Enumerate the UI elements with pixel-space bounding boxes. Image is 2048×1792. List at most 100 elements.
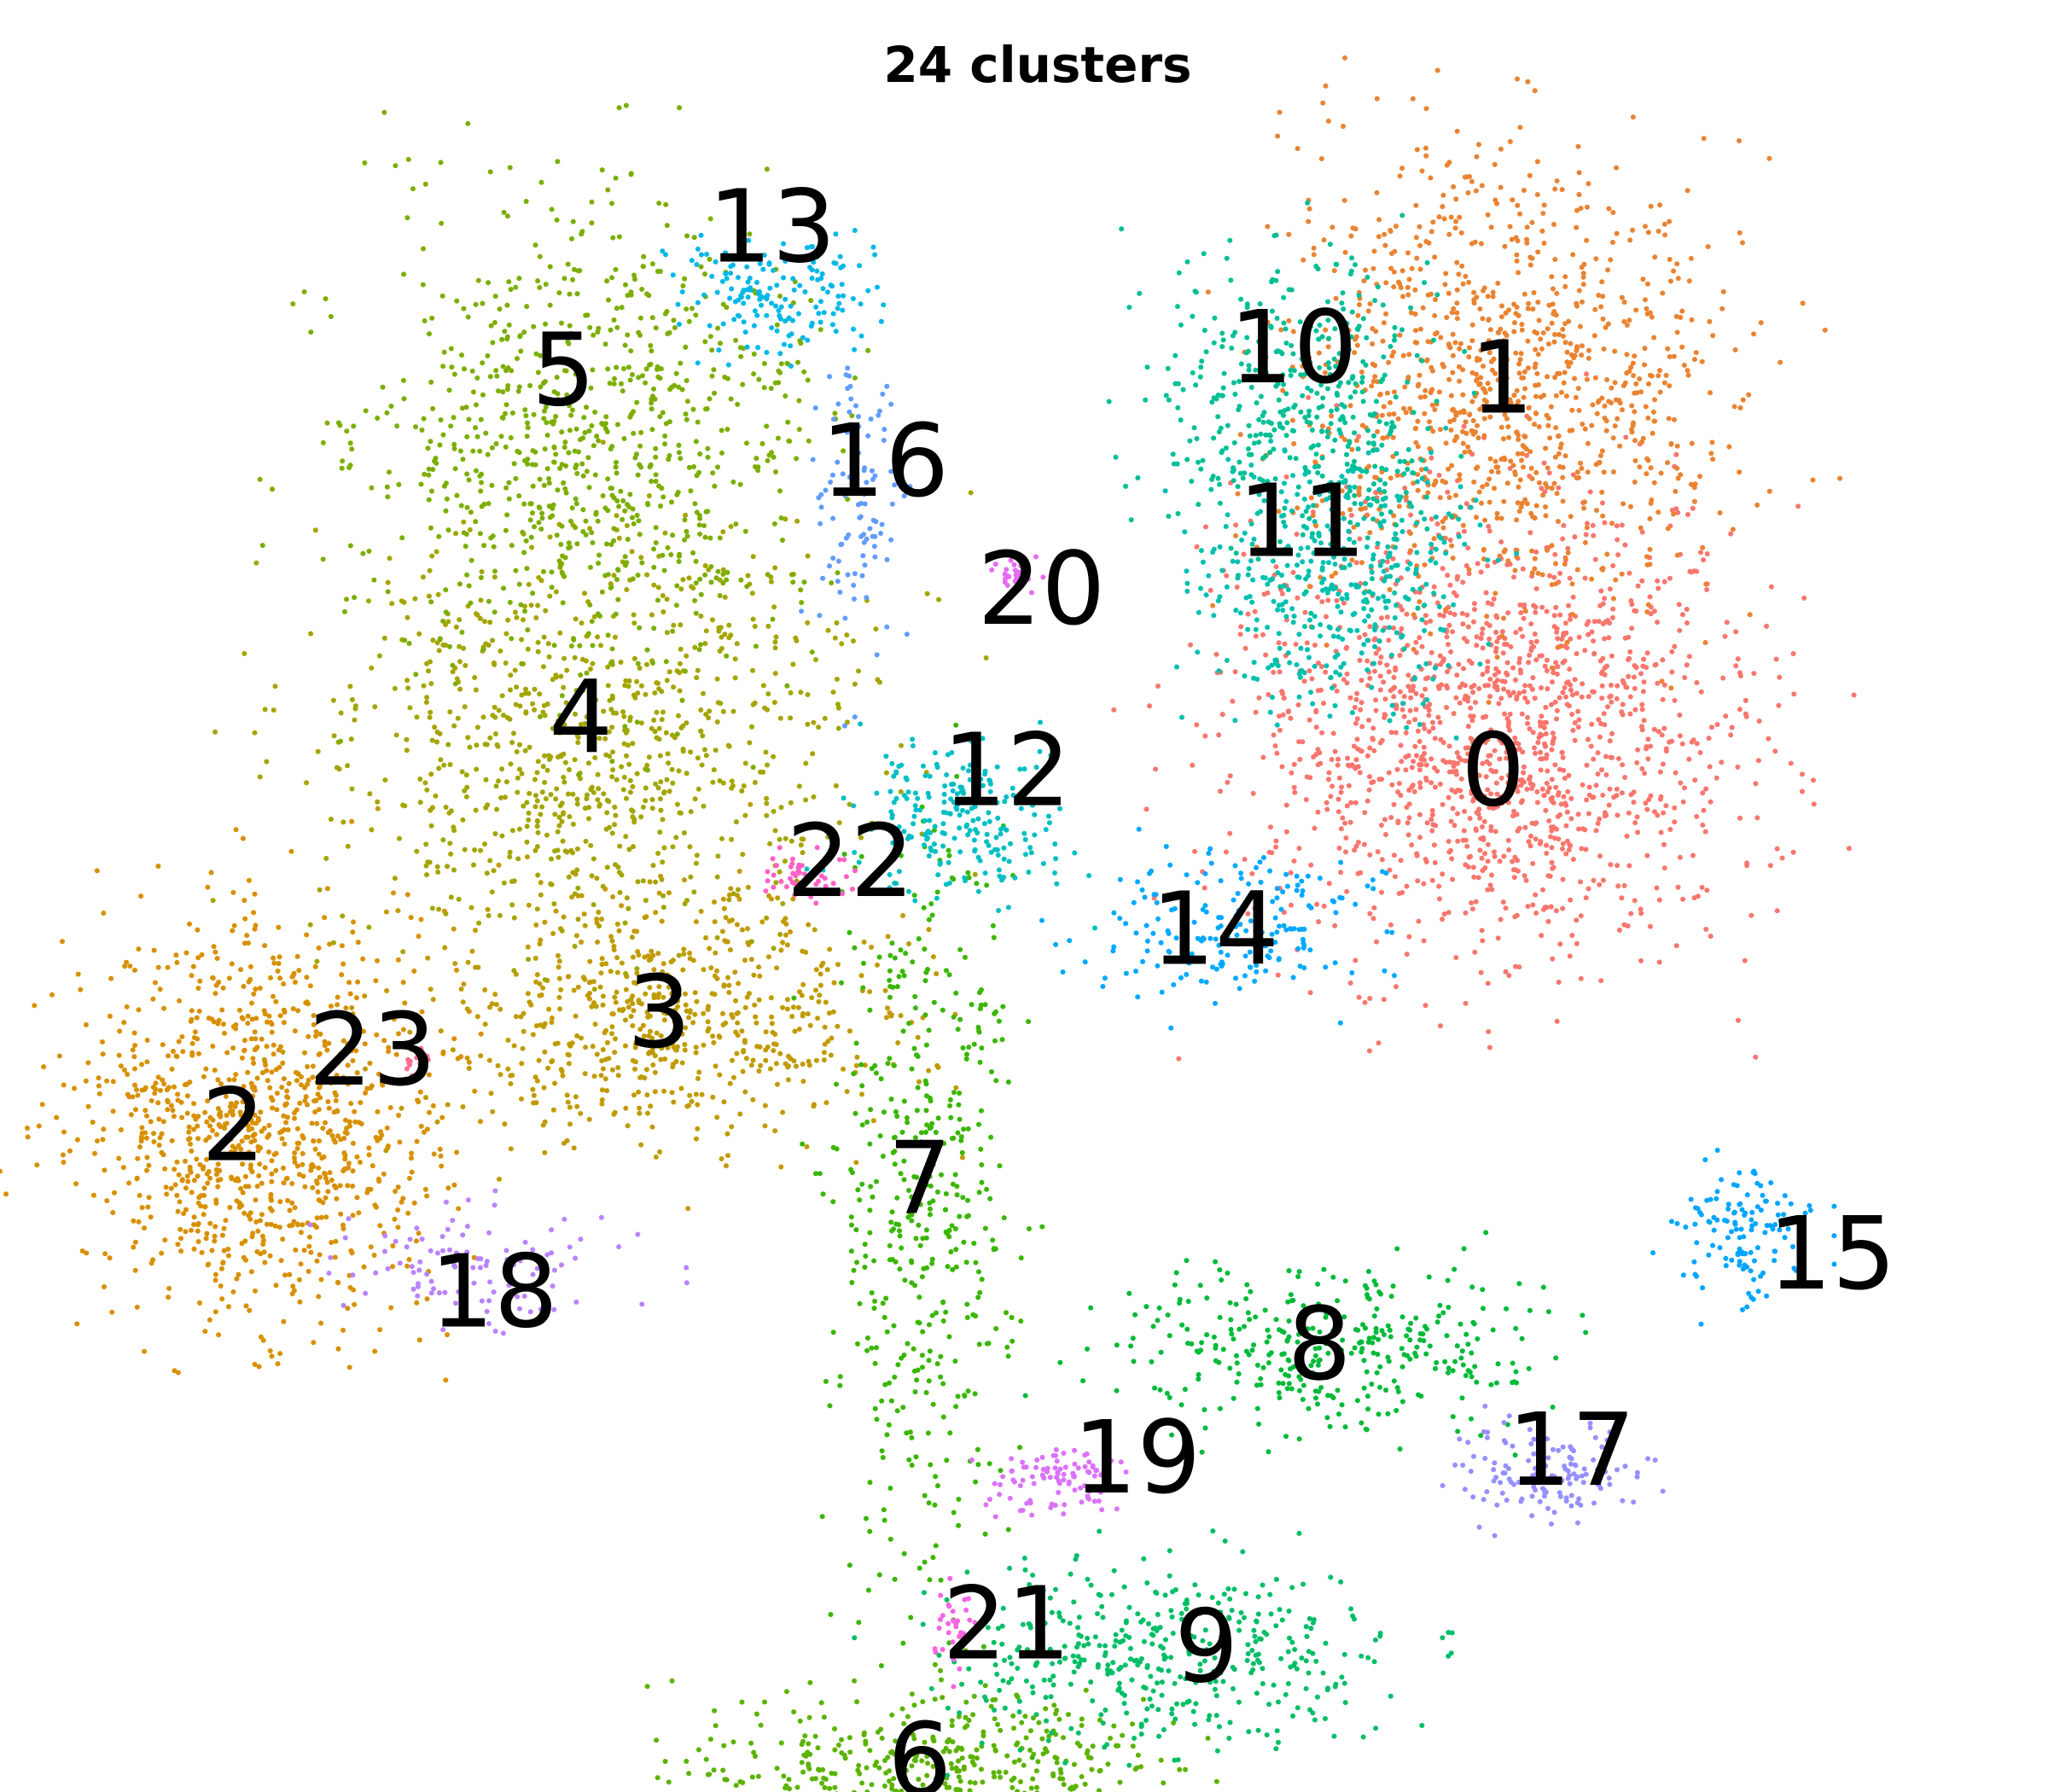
cluster-3-point [721, 983, 727, 989]
cluster-2-point [78, 986, 84, 992]
cluster-1-point [1451, 305, 1457, 311]
cluster-3-point [774, 965, 780, 971]
cluster-3-point [736, 980, 742, 986]
cluster-0-point [1513, 781, 1519, 787]
cluster-2-point [195, 1200, 201, 1206]
cluster-0-point [1313, 707, 1319, 713]
cluster-2-point [271, 993, 276, 999]
cluster-1-point [1391, 349, 1397, 355]
cluster-4-point [473, 807, 479, 813]
cluster-2-point [202, 1204, 208, 1209]
cluster-0-point [1445, 489, 1451, 495]
cluster-3-point [652, 1069, 658, 1075]
cluster-0-point [1575, 812, 1581, 817]
cluster-4-point [765, 691, 771, 697]
cluster-2-point [409, 1150, 415, 1156]
cluster-0-point [1580, 826, 1585, 832]
cluster-2-point [427, 1109, 432, 1115]
cluster-1-point [1443, 440, 1449, 446]
cluster-0-point [1414, 852, 1420, 858]
cluster-3-point [678, 1085, 684, 1091]
cluster-2-point [298, 1082, 304, 1088]
cluster-2-point [228, 1149, 234, 1155]
cluster-2-point [219, 1296, 225, 1302]
cluster-1-point [1632, 479, 1638, 485]
cluster-3-point [650, 952, 656, 958]
cluster-2-point [221, 1151, 227, 1157]
cluster-4-point [253, 560, 259, 566]
cluster-3-point [733, 1029, 739, 1035]
cluster-1-point [1674, 552, 1680, 558]
cluster-0-point [1488, 727, 1494, 733]
cluster-1-point [1387, 411, 1392, 417]
cluster-1-point [1581, 261, 1587, 267]
cluster-4-point [616, 535, 622, 541]
cluster-0-point [1451, 764, 1457, 769]
cluster-4-point [619, 872, 625, 878]
cluster-2-point [295, 1071, 301, 1077]
cluster-2-point [292, 1150, 298, 1155]
cluster-1-point [1335, 373, 1341, 379]
cluster-2-point [83, 1078, 89, 1084]
cluster-0-point [1585, 521, 1590, 527]
cluster-2-point [226, 1304, 231, 1310]
cluster-1-point [1499, 369, 1505, 375]
cluster-2-point [218, 1283, 224, 1289]
cluster-2-point [287, 1271, 293, 1277]
cluster-2-point [176, 1039, 182, 1044]
cluster-1-point [1637, 464, 1643, 470]
cluster-4-point [496, 778, 501, 784]
cluster-0-point [1599, 683, 1605, 689]
cluster-1-point [1701, 136, 1707, 142]
cluster-1-point [1580, 282, 1586, 288]
cluster-1-point [1754, 502, 1760, 508]
cluster-2-point [253, 1015, 259, 1021]
cluster-1-point [1475, 422, 1481, 428]
cluster-2-point [329, 1133, 335, 1138]
cluster-0-point [1590, 794, 1596, 800]
cluster-0-point [1497, 858, 1503, 864]
cluster-4-point [660, 859, 666, 865]
cluster-0-point [1470, 864, 1476, 870]
cluster-0-point [1602, 596, 1608, 602]
cluster-4-point [678, 660, 683, 666]
cluster-2-point [169, 1137, 175, 1143]
cluster-0-point [1391, 852, 1397, 858]
cluster-3-point [682, 877, 687, 883]
cluster-2-point [146, 1195, 152, 1201]
cluster-0-point [1692, 777, 1698, 783]
cluster-0-point [1499, 800, 1505, 806]
cluster-3-point [614, 989, 620, 995]
cluster-0-point [1293, 642, 1299, 647]
cluster-2-point [308, 1163, 314, 1169]
cluster-3-point [567, 1121, 573, 1127]
cluster-1-point [1428, 631, 1434, 637]
cluster-1-point [1632, 353, 1638, 359]
cluster-4-point [574, 867, 580, 873]
cluster-1-point [1648, 203, 1654, 209]
cluster-2-point [96, 1091, 102, 1097]
cluster-3-point [526, 902, 532, 908]
cluster-0-point [1533, 750, 1539, 756]
cluster-2-point [257, 1161, 263, 1167]
cluster-4-point [684, 771, 689, 777]
cluster-0-point [1644, 744, 1649, 749]
cluster-0-point [1790, 849, 1796, 855]
cluster-1-point [1423, 106, 1429, 112]
cluster-0-point [1429, 807, 1435, 813]
cluster-1-point [1510, 463, 1516, 468]
cluster-2-point [322, 1039, 328, 1044]
cluster-1-point [1446, 466, 1452, 472]
cluster-0-point [1384, 614, 1390, 620]
cluster-0-point [1428, 649, 1434, 655]
cluster-0-point [1516, 660, 1522, 666]
cluster-2-point [275, 969, 281, 974]
cluster-4-point [427, 567, 433, 573]
cluster-2-point [284, 1175, 290, 1181]
cluster-2-point [124, 959, 130, 965]
cluster-4-point [734, 641, 740, 647]
cluster-0-point [1553, 908, 1559, 914]
cluster-1-point [1441, 216, 1447, 222]
cluster-1-point [1532, 329, 1538, 335]
cluster-4-point [669, 766, 675, 772]
